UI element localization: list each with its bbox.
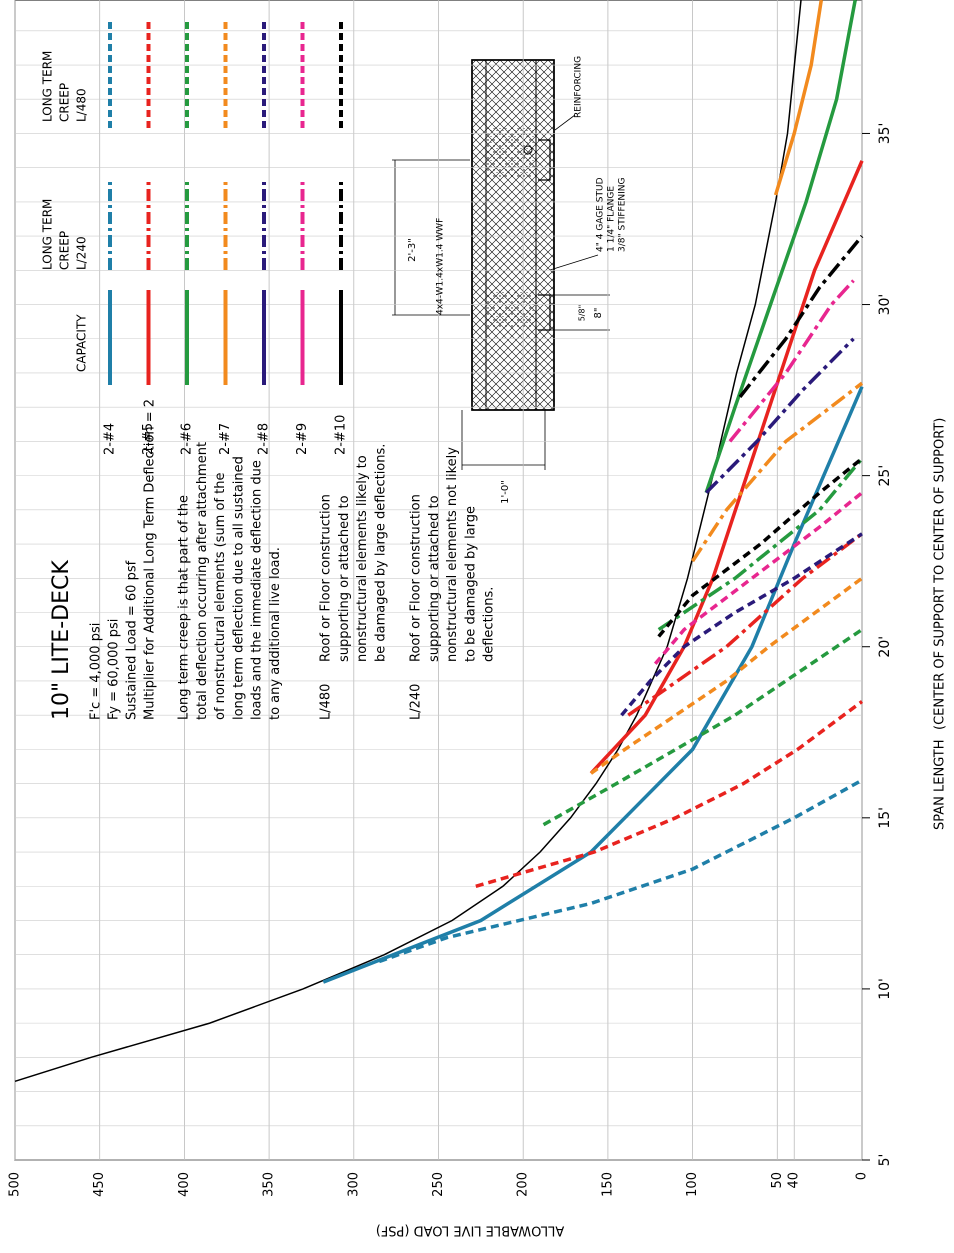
definition: Roof or Floor construction: [409, 494, 424, 662]
line-series: [738, 234, 864, 398]
legend-label: 2-#5: [141, 423, 156, 455]
legend-label: 2-#10: [334, 415, 349, 455]
spec: Fy = 60,000 psi: [107, 619, 122, 720]
x-tick-label: 10': [877, 978, 893, 1000]
note: Long term creep is that part of the: [177, 495, 192, 720]
x-tick-label: 20': [877, 636, 893, 658]
line-series: [704, 0, 857, 494]
definition: be damaged by large deflections.: [373, 444, 388, 662]
legend-header: LONG TERM: [41, 51, 55, 122]
deck-detail: [392, 59, 610, 470]
line-series: [657, 457, 864, 632]
definition: supporting or attached to: [427, 495, 442, 662]
y-axis-label: ALLOWABLE LIVE LOAD (PSF): [376, 1223, 565, 1238]
legend-header: L/480: [75, 88, 89, 122]
note: loads and the immediate deflection due: [250, 460, 265, 720]
legend-header: LONG TERM: [41, 199, 55, 270]
line-series: [728, 279, 855, 443]
x-tick-label: 5': [877, 1154, 893, 1167]
line-series: [657, 457, 864, 638]
note: long term deflection due to all sustaine…: [231, 456, 246, 720]
spec: Sustained Load = 60 psf: [125, 560, 140, 720]
line-series: [773, 0, 824, 196]
x-tick-label: 25': [877, 465, 893, 487]
legend-header: CAPACITY: [75, 314, 89, 372]
y-tick-label: 350: [262, 1172, 277, 1197]
legend-label: 2-#7: [218, 423, 233, 455]
note: total deflection occurring after attachm…: [195, 442, 210, 720]
y-tick-label: 50: [770, 1172, 785, 1189]
legend-label: 2-#8: [257, 423, 272, 455]
line-series: [653, 491, 864, 665]
legend-header: CREEP: [58, 231, 72, 270]
detail-label: 3/8" STIFFENING: [618, 177, 628, 252]
line-series: [378, 778, 863, 964]
line-series: [542, 628, 863, 827]
spec: F'c = 4,000 psi: [89, 623, 104, 720]
y-tick-label: 40: [787, 1172, 802, 1189]
line-series: [691, 381, 864, 563]
y-tick-label: 450: [92, 1172, 107, 1197]
detail-label: REINFORCING: [574, 56, 584, 118]
detail-label: 4x4-W1.4xW1.4 WWF: [436, 218, 446, 315]
y-tick-label: 400: [177, 1172, 192, 1197]
legend-label: 2-#9: [295, 423, 310, 455]
definition: to be damaged by large: [463, 506, 478, 662]
legend-label: 2-#6: [180, 423, 195, 455]
definition: supporting or attached to: [337, 495, 352, 662]
x-axis-label: (CENTER OF SUPPORT TO CENTER OF SUPPORT): [933, 418, 948, 730]
detail-label: 1'-0": [500, 480, 511, 504]
line-series: [704, 337, 855, 494]
definition-term: L/480: [319, 684, 334, 720]
y-tick-label: 150: [600, 1172, 615, 1197]
x-tick-label: 35': [877, 123, 893, 145]
line-series: [14, 0, 802, 1083]
line-series: [589, 576, 864, 775]
line-series: [620, 532, 863, 717]
definition: deflections.: [482, 587, 497, 662]
y-tick-label: 300: [346, 1172, 361, 1197]
x-tick-label: 30': [877, 294, 893, 316]
detail-label: 2'-3": [407, 238, 418, 262]
note: of nonstructural elements (sum of the: [213, 473, 228, 720]
y-tick-label: 250: [431, 1172, 446, 1197]
definition-term: L/240: [409, 684, 424, 720]
x-tick-label: 15': [877, 807, 893, 829]
legend-header: L/240: [75, 236, 89, 270]
legend-label: 2-#4: [103, 423, 118, 455]
detail-label: 1 1/4" FLANGE: [607, 186, 617, 252]
definition: nonstructural elements not likely: [445, 447, 460, 662]
y-tick-label: 0: [855, 1172, 870, 1180]
line-series: [475, 700, 864, 888]
line-series: [627, 532, 864, 717]
legend-header: CREEP: [58, 83, 72, 122]
y-tick-label: 100: [685, 1172, 700, 1197]
y-tick-label: 500: [8, 1172, 23, 1197]
x-axis-label: SPAN LENGTH: [933, 739, 948, 830]
detail-label: 5/8": [578, 305, 587, 322]
definition: nonstructural elements likely to: [355, 455, 370, 662]
detail-label: 4" 4 GAGE STUD: [596, 177, 606, 252]
y-tick-label: 200: [516, 1172, 531, 1197]
line-series: [589, 160, 864, 775]
definition: Roof or Floor construction: [319, 494, 334, 662]
chart-title: 10" LITE-DECK: [49, 560, 74, 720]
spec: Multiplier for Additional Long Term Defl…: [143, 399, 158, 720]
note: to any additional live load.: [268, 547, 283, 720]
detail-label: 8": [593, 308, 604, 319]
